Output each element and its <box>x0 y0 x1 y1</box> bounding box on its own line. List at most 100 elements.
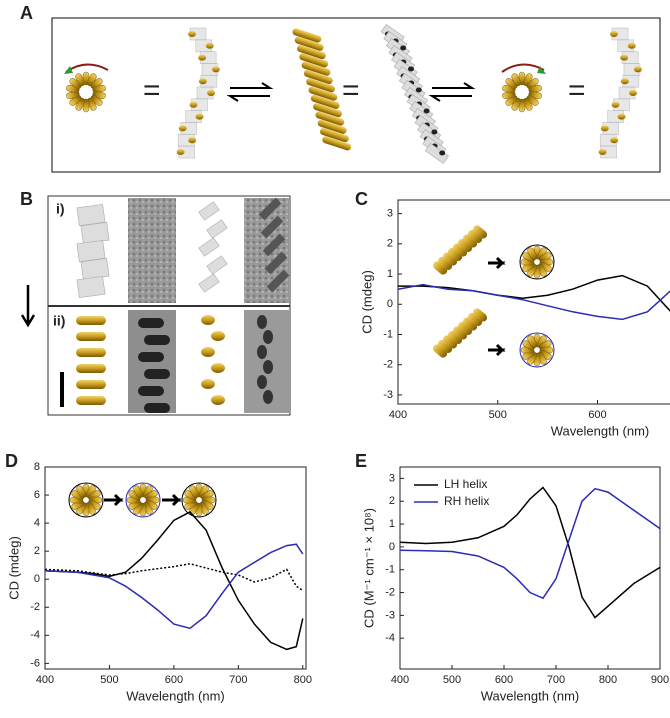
svg-text:=: = <box>568 74 586 107</box>
rod <box>189 485 200 499</box>
x-tick-label: 500 <box>100 674 118 686</box>
rod <box>188 137 197 144</box>
x-tick-label: 700 <box>229 674 247 686</box>
rod <box>442 335 458 349</box>
x-axis-label: Wavelength (nm) <box>126 688 225 703</box>
rod <box>447 330 463 345</box>
rod <box>437 256 453 271</box>
rod <box>629 90 638 96</box>
arrow <box>488 256 506 270</box>
legend-label: LH helix <box>444 477 487 491</box>
ghost-block <box>198 273 220 293</box>
rod <box>301 61 331 76</box>
ghost-block <box>198 201 220 221</box>
rod <box>201 379 215 389</box>
panel-label: A <box>20 3 33 23</box>
y-tick-label: -6 <box>30 657 40 669</box>
rod <box>198 54 207 61</box>
dark-rod <box>263 360 273 374</box>
rod <box>195 113 204 120</box>
ring <box>126 483 160 517</box>
rod <box>467 229 483 244</box>
ghost-block <box>206 219 228 239</box>
y-tick-label: 2 <box>387 238 393 250</box>
rod <box>467 312 483 327</box>
arrow <box>162 493 182 507</box>
rod <box>292 28 322 43</box>
rod <box>201 315 215 325</box>
rod <box>452 326 468 340</box>
rod <box>75 73 85 87</box>
dark-rod <box>138 352 164 362</box>
y-tick-label: 0 <box>389 541 395 553</box>
y-tick-label: -4 <box>30 629 40 641</box>
data-line <box>399 486 661 619</box>
rod <box>431 129 438 135</box>
x-axis-label: Wavelength (nm) <box>551 423 650 438</box>
rod <box>462 234 478 248</box>
y-tick-label: -4 <box>385 632 395 644</box>
y-tick-label: 3 <box>387 208 393 220</box>
ghost-block <box>198 237 220 257</box>
rod <box>527 247 538 261</box>
y-tick-label: -2 <box>383 359 393 371</box>
rod <box>205 42 214 49</box>
dark-rod <box>144 403 170 413</box>
rod <box>211 395 225 405</box>
rod <box>299 53 329 68</box>
y-tick-label: 8 <box>34 461 40 473</box>
rod <box>447 247 463 262</box>
data-line <box>397 283 670 321</box>
dark-rod <box>144 335 170 345</box>
x-tick-label: 500 <box>443 674 461 686</box>
rod <box>439 150 446 156</box>
x-tick-label: 400 <box>391 674 409 686</box>
rod <box>76 485 87 499</box>
rod <box>211 363 225 373</box>
y-tick-label: -2 <box>30 601 40 613</box>
rod <box>76 332 106 341</box>
panel-b-diagram: i) ii) <box>20 195 291 416</box>
rod <box>620 78 629 85</box>
y-tick-label: 2 <box>34 545 40 557</box>
panel-label: D <box>5 451 18 471</box>
rod <box>211 66 220 73</box>
rod <box>457 238 473 253</box>
rod <box>322 136 352 151</box>
rod <box>76 364 106 373</box>
rod <box>600 125 609 132</box>
rod <box>511 73 521 87</box>
ring <box>69 483 103 517</box>
y-tick-label: -2 <box>385 586 395 598</box>
plot-frame <box>399 466 661 670</box>
dark-rod <box>263 330 273 344</box>
rod <box>76 396 106 405</box>
rod <box>610 31 618 37</box>
panel-label: B <box>20 189 33 209</box>
x-tick-label: 500 <box>489 409 507 421</box>
ghost-block <box>424 142 449 164</box>
dark-rod <box>257 345 267 359</box>
arrow <box>104 493 124 507</box>
y-tick-label: -3 <box>385 609 395 621</box>
rod <box>620 54 629 61</box>
stripe <box>266 269 290 293</box>
x-axis-label: Wavelength (nm) <box>481 688 580 703</box>
legend-label: RH helix <box>444 494 489 508</box>
x-tick-label: 400 <box>36 674 54 686</box>
x-tick-label: 700 <box>547 674 565 686</box>
rod <box>320 128 349 143</box>
rod <box>176 149 185 155</box>
plot-frame <box>397 199 670 405</box>
x-tick-label: 600 <box>588 409 606 421</box>
rod <box>207 90 216 96</box>
y-tick-label: 0 <box>34 573 40 585</box>
rod <box>617 113 626 120</box>
rod <box>457 321 473 336</box>
rod <box>76 316 106 325</box>
y-tick-label: 6 <box>34 489 40 501</box>
panel-label: E <box>355 451 367 471</box>
stripe <box>262 233 286 257</box>
rod <box>400 45 407 51</box>
rod <box>308 86 338 101</box>
